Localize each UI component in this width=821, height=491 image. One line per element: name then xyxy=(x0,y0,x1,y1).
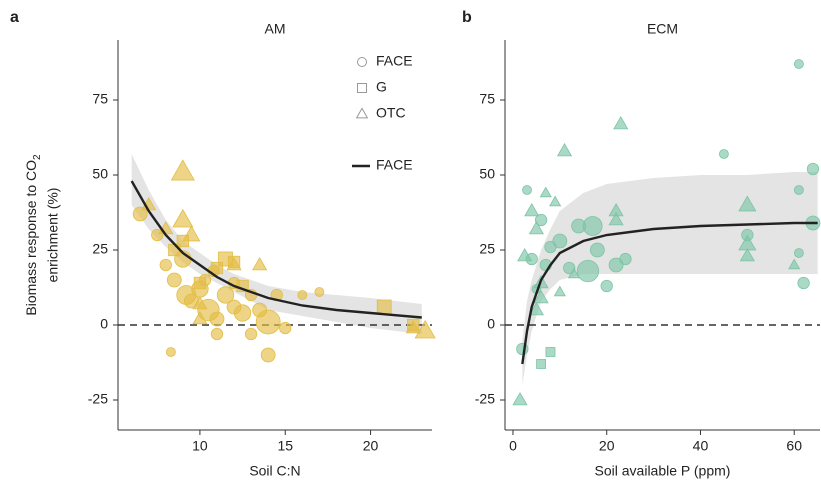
y-tick-label: -25 xyxy=(475,391,495,407)
data-point xyxy=(608,212,624,226)
x-tick-label: 0 xyxy=(509,438,517,454)
data-point xyxy=(216,286,235,304)
data-point xyxy=(539,186,552,198)
y-axis-label-part: Biomass response to CO xyxy=(23,160,39,316)
data-point xyxy=(414,319,436,339)
data-point xyxy=(172,208,194,228)
data-point xyxy=(516,342,529,356)
data-point xyxy=(600,279,613,293)
data-point xyxy=(233,304,252,322)
legend-label: FACE xyxy=(376,157,413,173)
x-axis-label: Soil available P (ppm) xyxy=(595,463,731,479)
x-tick-label: 20 xyxy=(363,438,379,454)
x-tick-label: 15 xyxy=(277,438,293,454)
chart-title: AM xyxy=(265,21,286,37)
y-axis-label: Biomass response to CO2 xyxy=(23,154,43,316)
data-point xyxy=(739,248,755,262)
legend-symbol xyxy=(355,107,369,119)
data-point xyxy=(192,296,208,310)
data-point xyxy=(297,290,308,300)
data-point xyxy=(182,225,201,242)
data-point xyxy=(166,347,176,357)
y-tick-label: 0 xyxy=(100,316,108,332)
legend-label: OTC xyxy=(376,105,406,121)
data-point xyxy=(788,258,801,270)
x-tick-label: 40 xyxy=(693,438,709,454)
data-point xyxy=(794,59,804,69)
y-tick-label: 50 xyxy=(92,166,108,182)
data-point xyxy=(794,185,804,195)
x-tick-label: 60 xyxy=(786,438,802,454)
y-tick-label: 25 xyxy=(92,241,108,257)
data-point xyxy=(192,311,208,325)
x-tick-label: 20 xyxy=(599,438,615,454)
data-point xyxy=(567,267,580,279)
data-point xyxy=(255,309,281,335)
data-point xyxy=(549,195,562,207)
data-point xyxy=(536,359,546,369)
fit-line xyxy=(130,180,422,319)
panel-label: a xyxy=(10,9,19,26)
data-point xyxy=(619,252,632,266)
y-axis-label: enrichment (%) xyxy=(45,188,61,283)
data-point xyxy=(545,347,556,357)
y-tick-label: 50 xyxy=(479,166,495,182)
data-point xyxy=(210,261,224,275)
x-axis-label: Soil C:N xyxy=(249,463,300,479)
y-tick-label: 25 xyxy=(479,241,495,257)
data-point xyxy=(797,276,810,290)
data-point xyxy=(556,143,573,157)
data-point xyxy=(279,321,292,335)
data-point xyxy=(738,195,757,212)
data-point xyxy=(533,290,549,304)
data-point xyxy=(244,327,258,341)
data-point xyxy=(522,185,532,195)
legend-symbol xyxy=(357,57,367,67)
data-point xyxy=(534,213,548,227)
y-tick-label: 0 xyxy=(487,316,495,332)
fit-line xyxy=(521,221,818,365)
data-point xyxy=(260,347,276,363)
data-point xyxy=(794,248,804,258)
data-point xyxy=(528,221,544,235)
legend-label: FACE xyxy=(376,53,413,69)
y-tick-label: 75 xyxy=(479,91,495,107)
panel-label: b xyxy=(462,9,472,26)
data-point xyxy=(553,285,566,297)
data-point xyxy=(210,327,224,341)
data-point xyxy=(719,149,729,159)
data-point xyxy=(576,259,600,283)
data-point xyxy=(582,216,603,236)
data-point xyxy=(159,258,172,272)
x-tick-label: 10 xyxy=(192,438,208,454)
chart-title: ECM xyxy=(647,21,678,37)
data-point xyxy=(528,302,544,316)
y-tick-label: -25 xyxy=(88,391,108,407)
legend-symbol xyxy=(357,83,367,93)
data-point xyxy=(226,257,242,271)
data-point xyxy=(170,159,195,181)
y-tick-label: 75 xyxy=(92,91,108,107)
data-point xyxy=(314,287,325,297)
data-point xyxy=(552,233,568,249)
data-point xyxy=(517,248,533,262)
y-axis-label-sub: 2 xyxy=(32,154,43,160)
data-point xyxy=(512,392,528,406)
data-point xyxy=(613,116,629,130)
data-point xyxy=(193,276,207,290)
data-point xyxy=(524,203,540,217)
data-point xyxy=(209,311,225,327)
data-point xyxy=(405,320,421,334)
data-point xyxy=(132,206,148,222)
data-point xyxy=(166,272,182,288)
data-point xyxy=(252,257,268,271)
data-point xyxy=(376,299,392,315)
legend-label: G xyxy=(376,79,387,95)
data-point xyxy=(806,162,820,176)
data-point xyxy=(608,257,624,273)
data-point xyxy=(589,242,605,258)
